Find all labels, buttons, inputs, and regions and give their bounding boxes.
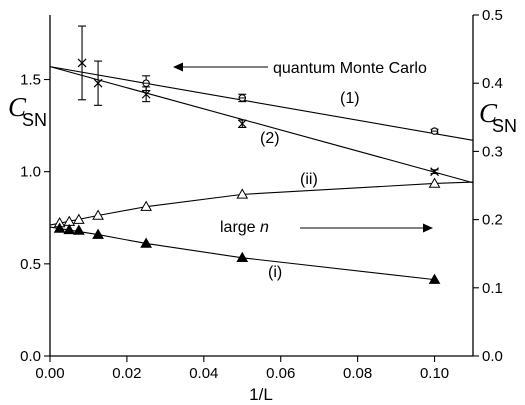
- x-tick-label: 0.02: [112, 365, 141, 382]
- x-tick-label: 0.04: [189, 365, 218, 382]
- fit-line-series-1: [49, 66, 474, 184]
- triangle-marker: [236, 188, 249, 199]
- x-marker-stroke: [77, 58, 87, 68]
- large-n-arrow: [300, 223, 433, 233]
- data-point: [72, 213, 85, 224]
- triangle-marker: [92, 209, 104, 220]
- x-marker-stroke: [430, 167, 439, 177]
- triangle-marker: [72, 213, 85, 224]
- triangle-marker: [53, 222, 66, 233]
- x-axis-title: 1/L: [249, 385, 273, 404]
- x-marker-stroke: [237, 119, 247, 129]
- right-y-axis-title-main: C: [479, 98, 498, 128]
- right-y-tick-label: 0.3: [482, 143, 503, 160]
- fit-line-series-2: [49, 181, 474, 226]
- triangle-marker: [92, 228, 104, 239]
- triangle-marker: [63, 223, 76, 235]
- x-tick-label: 0.08: [343, 365, 372, 382]
- left-y-axis-title-main: C: [8, 92, 27, 122]
- right-y-axis-title-sub: SN: [492, 116, 517, 136]
- left-y-tick-label: 1.5: [20, 72, 41, 89]
- triangle-marker: [72, 224, 85, 235]
- large-n-annotation: large n: [220, 219, 269, 236]
- series-2-label: (2): [260, 130, 280, 147]
- left-y-tick-label: 0.5: [20, 256, 41, 273]
- right-y-tick-label: 0.2: [482, 212, 503, 229]
- ticks-layer: 0.00 0.02 0.04 0.06 0.08 0.10 0.0 0.5 1.0 1.5 0.0 0…: [20, 7, 503, 382]
- data-point: [238, 93, 247, 103]
- series-i-label: (i): [268, 264, 282, 281]
- data-point: [430, 127, 439, 135]
- data-point: [428, 177, 441, 188]
- data-point: [140, 237, 152, 248]
- markers-layer: [53, 25, 441, 284]
- right-y-tick-label: 0.1: [482, 280, 503, 297]
- triangle-marker: [140, 237, 152, 248]
- left-y-tick-label: 1.0: [20, 164, 41, 181]
- fit-line-series-0: [49, 66, 474, 141]
- data-point: [428, 273, 441, 284]
- x-marker-stroke: [141, 89, 151, 99]
- triangle-marker: [140, 200, 152, 211]
- series-ii-label: (ii): [300, 171, 318, 188]
- x-tick-label: 0.06: [266, 365, 295, 382]
- right-y-tick-label: 0.0: [482, 348, 503, 365]
- data-point: [92, 228, 104, 239]
- large-n-variable: n: [260, 219, 269, 236]
- qmc-arrow: [173, 62, 268, 72]
- data-point: [236, 251, 249, 263]
- data-point: [93, 60, 103, 106]
- left-y-tick-label: 0.0: [20, 348, 41, 365]
- data-point: [92, 209, 104, 220]
- right-y-tick-label: 0.5: [482, 7, 503, 24]
- triangle-marker: [428, 177, 441, 188]
- right-y-axis-title: C SN: [479, 98, 517, 136]
- data-point: [77, 25, 87, 101]
- data-point: [430, 167, 439, 177]
- large-n-prefix: large: [220, 219, 260, 236]
- data-point: [237, 119, 247, 129]
- right-y-tick-label: 0.4: [482, 75, 503, 92]
- triangle-marker: [428, 273, 441, 284]
- triangle-marker: [236, 251, 249, 263]
- x-tick-label: 0.10: [420, 365, 449, 382]
- left-y-axis-title: C SN: [8, 92, 47, 130]
- left-y-axis-title-sub: SN: [22, 110, 47, 130]
- data-point: [63, 223, 76, 235]
- series-1-label: (1): [340, 90, 360, 107]
- data-point: [236, 188, 249, 199]
- qmc-annotation: quantum Monte Carlo: [273, 60, 427, 77]
- data-point: [53, 222, 66, 233]
- x-marker-stroke: [93, 78, 103, 88]
- x-tick-label: 0.00: [35, 365, 64, 382]
- data-point: [141, 86, 151, 103]
- fit-lines-layer: [49, 66, 474, 281]
- data-point: [72, 224, 85, 235]
- data-point: [140, 200, 152, 211]
